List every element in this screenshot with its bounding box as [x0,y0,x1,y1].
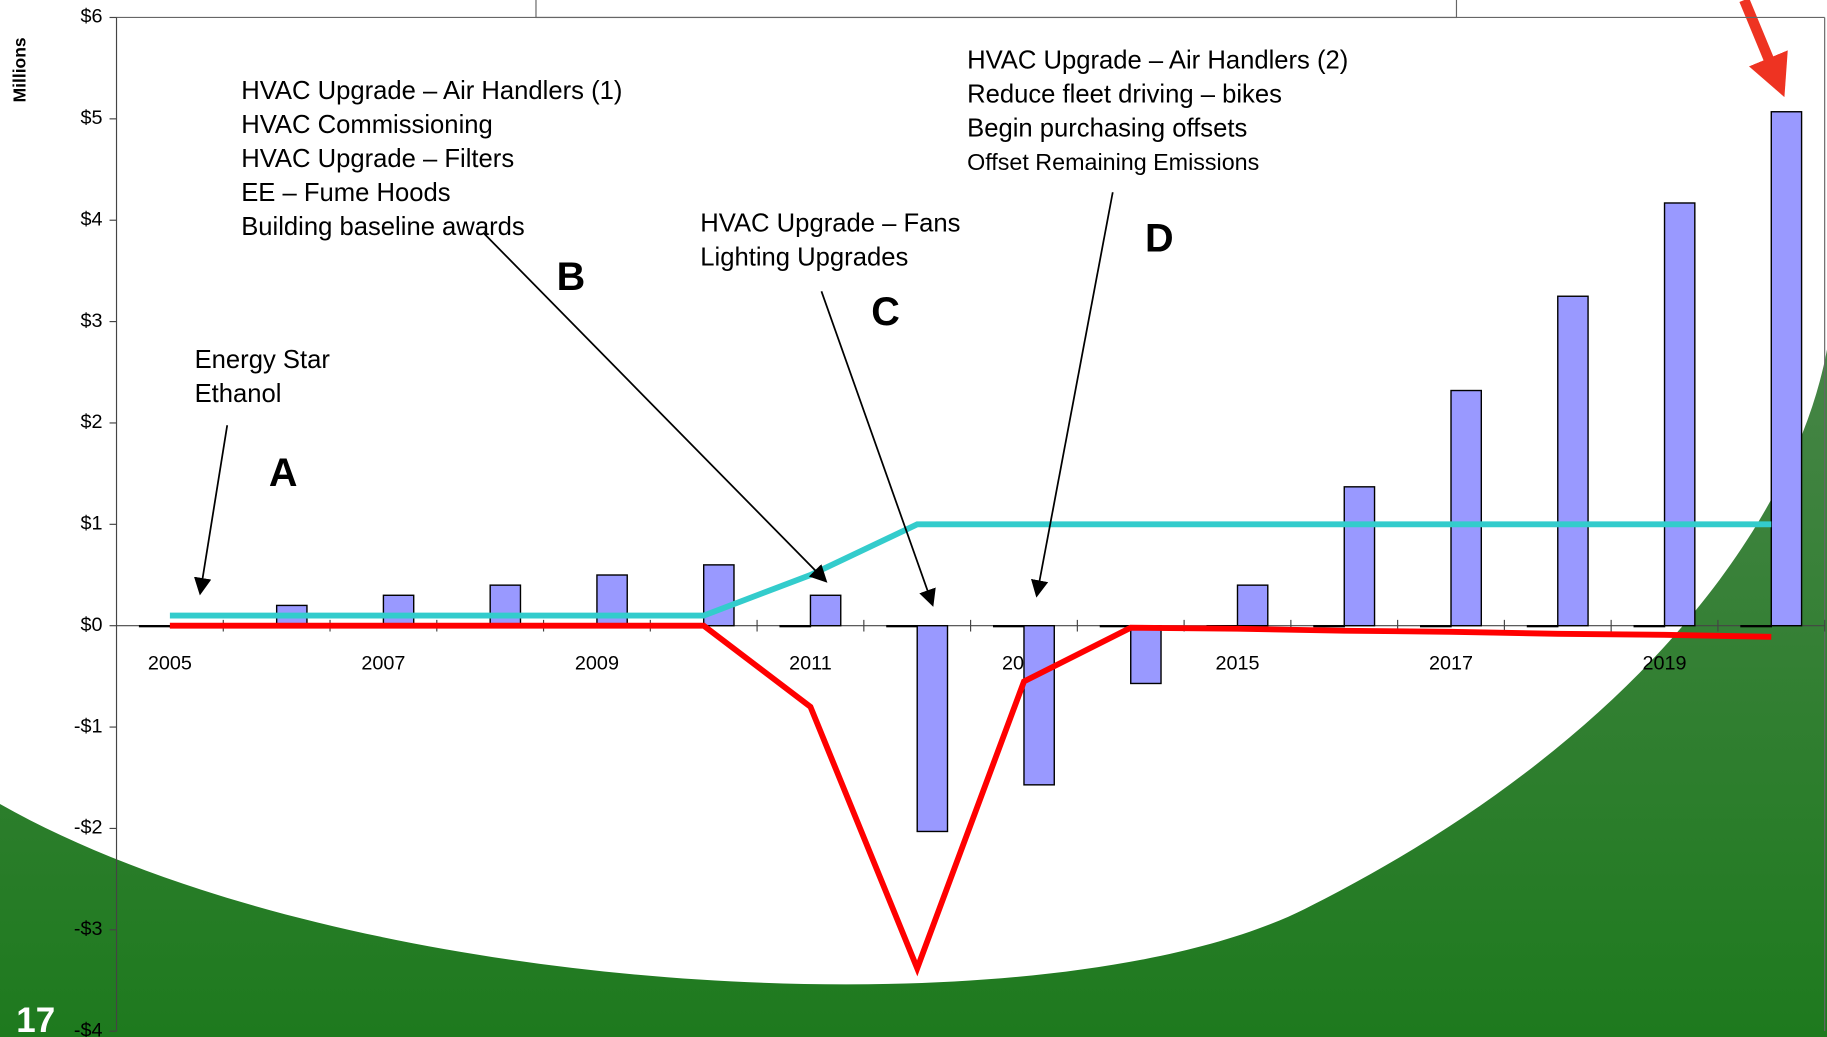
x-tick-label: 2009 [575,652,619,674]
x-tick-label: 2019 [1643,652,1687,674]
x-tick-label: 2007 [361,652,405,674]
annotation-text: HVAC Commissioning [241,111,493,139]
x-tick-label: 2005 [148,652,192,674]
x-tick-label: 2015 [1215,652,1259,674]
x-tick-label: 2017 [1429,652,1473,674]
annotation-text: HVAC Upgrade – Air Handlers (2) [967,47,1348,75]
y-tick-label: $4 [81,208,103,230]
y-tick-label: $5 [81,107,103,129]
y-tick-label: $3 [81,310,103,332]
line [169,622,1772,977]
bar [1770,111,1803,627]
y-tick-label: -$3 [74,918,103,940]
bar [489,584,522,627]
y-tick-label: $1 [81,513,103,535]
y-tick-label: $6 [81,6,103,28]
annotation-text: Lighting Upgrades [700,244,908,272]
bar [779,624,812,628]
annotation-text: Begin purchasing offsets [967,115,1247,143]
annotation-arrow [820,291,936,607]
bar [1023,624,1055,786]
line [169,521,1772,619]
bar [1099,624,1132,628]
annotation-arrow [482,232,828,583]
annotation-text: EE – Fume Hoods [241,179,450,207]
background-arc [0,0,1827,984]
annotation-text: Reduce fleet driving – bikes [967,81,1282,109]
bar [916,624,949,833]
bar [1663,202,1696,627]
y-tick-label: $2 [81,411,103,433]
annotation-text: HVAC Upgrade – Fans [700,210,960,238]
annotation-text: HVAC Upgrade – Air Handlers (1) [241,77,622,105]
bar [1526,624,1559,628]
bar [138,624,171,628]
annotation-text: Offset Remaining Emissions [967,149,1259,175]
annotation-letter: D [1145,217,1174,261]
annotation-letter: A [269,451,298,495]
bar [1343,486,1376,627]
x-tick-label: 2011 [789,652,832,674]
y-tick-label: -$1 [74,715,103,737]
slide-number: 17 [16,1001,55,1037]
annotation-arrow [1031,192,1114,598]
bar [1450,389,1483,627]
y-tick-label: $0 [81,614,103,636]
y-tick-label: -$4 [74,1019,103,1037]
callout-arrow [1739,0,1788,98]
annotation-letter: C [871,290,900,334]
bar [1236,584,1269,627]
bar [809,594,842,627]
annotation-text: Building baseline awards [241,213,524,241]
bar [992,624,1025,628]
bar [1130,624,1162,685]
annotation-text: Ethanol [195,380,282,408]
bar [1420,624,1452,628]
bar [1557,295,1589,627]
title-box [535,0,1458,19]
bar [382,594,415,627]
annotation-text: Energy Star [195,346,331,374]
annotation-text: HVAC Upgrade – Filters [241,145,514,173]
y-axis-label: Millions [10,37,30,102]
annotation-arrow [194,425,229,596]
y-tick-label: -$2 [74,817,103,839]
bar [1740,624,1772,628]
bar [1313,624,1345,628]
bar [1633,624,1666,628]
annotation-letter: B [557,255,586,299]
bar [886,624,918,628]
